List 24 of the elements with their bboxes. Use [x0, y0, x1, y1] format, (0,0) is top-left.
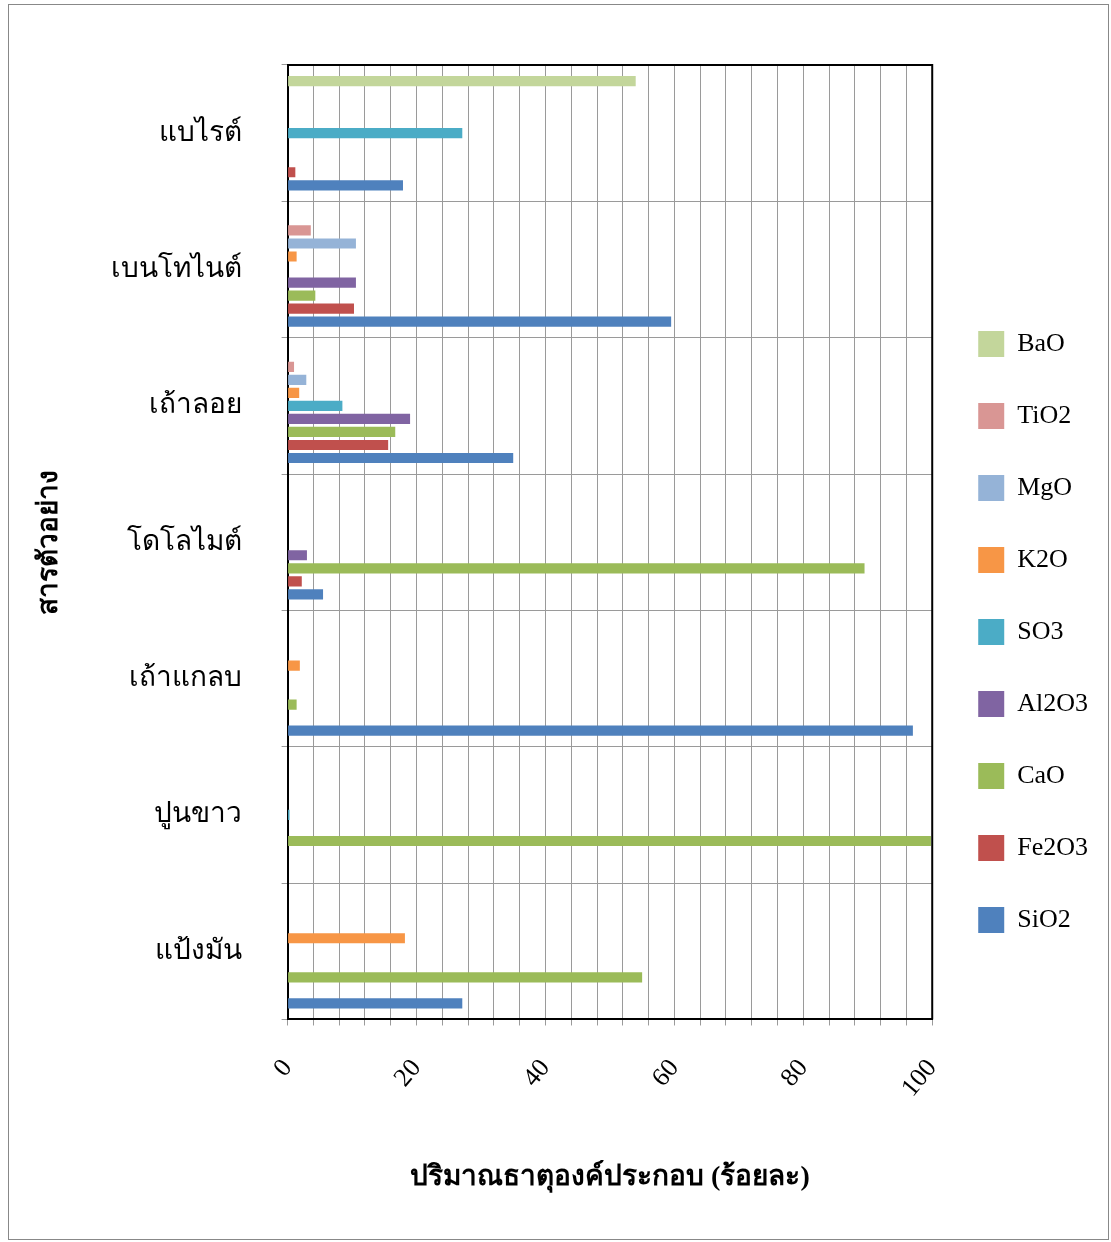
- legend-label: BaO: [1017, 327, 1065, 357]
- y-tick-label: แป้งมัน: [154, 933, 242, 965]
- legend-label: Al2O3: [1017, 687, 1088, 717]
- x-tick-label: 60: [645, 1053, 685, 1092]
- x-tick-label: 100: [894, 1053, 943, 1102]
- legend-label: Fe2O3: [1017, 831, 1088, 861]
- legend-label: CaO: [1017, 759, 1065, 789]
- y-tick-label: ปูนขาว: [153, 797, 242, 831]
- y-tick-label: เบนโทไนต์: [110, 250, 242, 283]
- y-tick-label: โดโลไมต์: [126, 523, 242, 556]
- x-tick-label: 80: [774, 1053, 814, 1092]
- y-tick-label: เถ้าแกลบ: [128, 660, 242, 692]
- y-tick-label: เถ้าลอย: [148, 388, 242, 420]
- legend-label: SiO2: [1017, 903, 1071, 933]
- x-axis-title: ปริมาณธาตุองค์ประกอบ (ร้อยละ): [410, 1160, 810, 1194]
- legend-label: SO3: [1017, 615, 1064, 645]
- legend-label: TiO2: [1017, 399, 1072, 429]
- x-tick-label: 40: [516, 1053, 556, 1092]
- x-tick-label: 0: [266, 1053, 298, 1082]
- x-tick-label: 20: [387, 1053, 427, 1092]
- y-axis-title: สารตัวอย่าง: [32, 469, 64, 615]
- legend-label: K2O: [1017, 543, 1068, 573]
- y-tick-label: แบไรต์: [158, 115, 242, 147]
- legend-label: MgO: [1017, 471, 1073, 501]
